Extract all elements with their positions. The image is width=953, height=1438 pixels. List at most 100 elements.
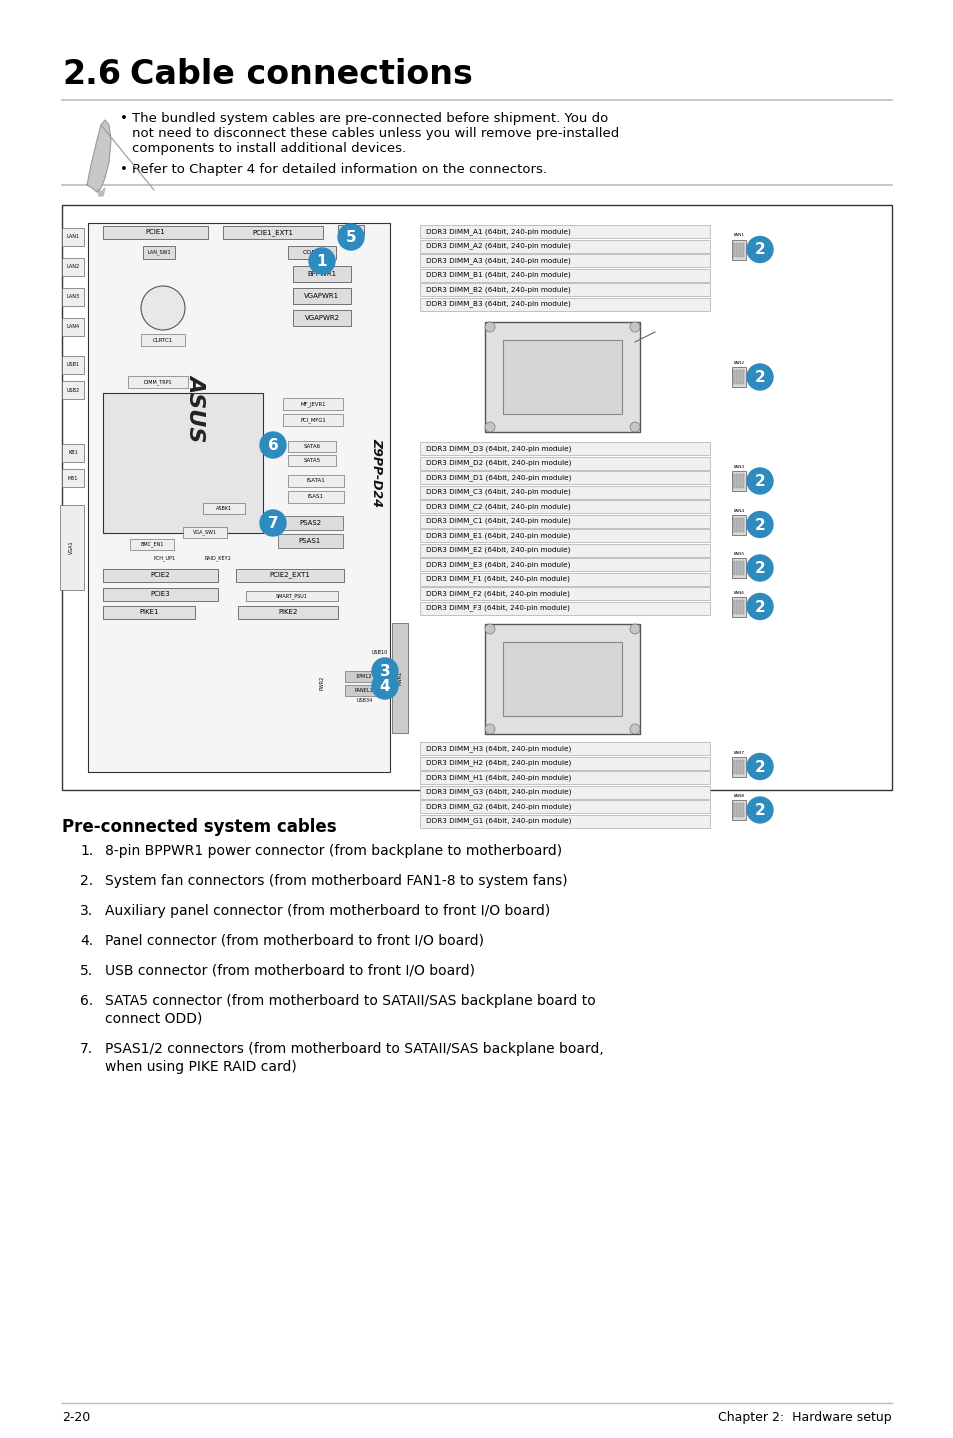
Text: PIKE2: PIKE2	[278, 610, 297, 615]
Text: DDR3 DIMM_B1 (64bit, 240-pin module): DDR3 DIMM_B1 (64bit, 240-pin module)	[426, 272, 570, 279]
Text: VGA_SW1: VGA_SW1	[193, 529, 217, 535]
Text: FAN3: FAN3	[733, 464, 743, 469]
Bar	[419, 601, 709, 614]
Circle shape	[484, 322, 495, 332]
Circle shape	[746, 236, 772, 263]
Text: •: •	[120, 112, 128, 125]
Bar	[62, 381, 84, 398]
Bar	[484, 322, 639, 431]
Polygon shape	[87, 119, 111, 193]
Text: 7.: 7.	[80, 1043, 93, 1055]
Bar	[736, 802, 738, 817]
Text: PSAS2: PSAS2	[298, 521, 321, 526]
Text: LAN2: LAN2	[67, 265, 79, 269]
Text: DDR3 DIMM_B3 (64bit, 240-pin module): DDR3 DIMM_B3 (64bit, 240-pin module)	[426, 301, 570, 308]
Bar	[733, 475, 735, 487]
Text: DDR3 DIMM_C2 (64bit, 240-pin module): DDR3 DIMM_C2 (64bit, 240-pin module)	[426, 503, 570, 510]
Bar	[741, 370, 743, 384]
Bar	[183, 526, 227, 538]
Text: PIKE1: PIKE1	[139, 610, 158, 615]
Text: DDR3 DIMM_B2 (64bit, 240-pin module): DDR3 DIMM_B2 (64bit, 240-pin module)	[426, 286, 570, 293]
Bar	[283, 414, 343, 426]
Text: PWR1: PWR1	[397, 672, 402, 684]
Bar	[62, 206, 891, 789]
Circle shape	[629, 322, 639, 332]
Text: 2: 2	[754, 518, 764, 532]
Circle shape	[260, 510, 286, 536]
Bar	[731, 472, 745, 490]
Bar	[419, 515, 709, 528]
Circle shape	[372, 659, 397, 684]
Bar	[293, 266, 351, 282]
Bar	[731, 515, 745, 535]
Text: PCIE2_EXT1: PCIE2_EXT1	[270, 572, 310, 578]
Text: 6: 6	[268, 439, 278, 453]
Text: components to install additional devices.: components to install additional devices…	[132, 142, 406, 155]
Text: not need to disconnect these cables unless you will remove pre-installed: not need to disconnect these cables unle…	[132, 127, 618, 139]
Text: PCI_MFG1: PCI_MFG1	[300, 417, 326, 423]
Bar	[419, 240, 709, 253]
Text: PCIE3: PCIE3	[150, 591, 170, 597]
Text: 5: 5	[345, 230, 355, 244]
Bar	[419, 800, 709, 812]
Bar	[419, 224, 709, 239]
Bar	[731, 800, 745, 820]
Text: 2: 2	[754, 243, 764, 257]
Bar	[741, 475, 743, 487]
Bar	[288, 475, 344, 487]
Polygon shape	[97, 188, 105, 196]
Bar	[419, 283, 709, 296]
Circle shape	[484, 723, 495, 733]
Bar	[103, 226, 208, 239]
Bar	[736, 475, 738, 487]
Text: ASUS: ASUS	[186, 374, 206, 441]
Circle shape	[629, 421, 639, 431]
Text: 2: 2	[754, 561, 764, 577]
Text: LAN_SW1: LAN_SW1	[147, 249, 171, 255]
Text: 3.: 3.	[80, 905, 93, 917]
Bar	[203, 503, 245, 513]
Bar	[277, 516, 343, 531]
Text: DDR3 DIMM_A2 (64bit, 240-pin module): DDR3 DIMM_A2 (64bit, 240-pin module)	[426, 243, 570, 249]
Text: DDR3 DIMM_G2 (64bit, 240-pin module): DDR3 DIMM_G2 (64bit, 240-pin module)	[426, 804, 571, 810]
Text: DDR3 DIMM_E1 (64bit, 240-pin module): DDR3 DIMM_E1 (64bit, 240-pin module)	[426, 532, 570, 539]
Bar	[733, 802, 735, 817]
Text: SATA5: SATA5	[303, 457, 320, 463]
Text: FAN8: FAN8	[733, 794, 743, 798]
Bar	[419, 558, 709, 571]
Bar	[288, 441, 335, 452]
Text: FAN4: FAN4	[733, 509, 743, 512]
Bar	[62, 469, 84, 487]
Bar	[235, 569, 344, 582]
Text: 8-pin BPPWR1 power connector (from backplane to motherboard): 8-pin BPPWR1 power connector (from backp…	[105, 844, 561, 858]
Text: 3: 3	[379, 664, 390, 679]
Bar	[62, 229, 84, 246]
Text: 2: 2	[754, 802, 764, 818]
Text: PCH_UP1: PCH_UP1	[153, 555, 175, 561]
Text: 2: 2	[754, 600, 764, 614]
Text: FAN7: FAN7	[733, 751, 743, 755]
Text: PSAS1: PSAS1	[298, 538, 321, 544]
Circle shape	[337, 224, 364, 250]
Text: FAN1: FAN1	[733, 233, 743, 237]
Text: VGAPWR1: VGAPWR1	[304, 293, 339, 299]
Circle shape	[629, 624, 639, 634]
Bar	[345, 684, 382, 696]
Text: SMART_PSU1: SMART_PSU1	[275, 592, 308, 598]
Text: PCIE1: PCIE1	[145, 230, 165, 236]
Circle shape	[746, 512, 772, 538]
Text: FAN6: FAN6	[733, 591, 743, 594]
Text: Panel connector (from motherboard to front I/O board): Panel connector (from motherboard to fro…	[105, 935, 483, 948]
Bar	[733, 600, 735, 614]
Bar	[419, 572, 709, 585]
Text: LAN3: LAN3	[67, 295, 79, 299]
Bar	[103, 393, 263, 533]
Text: DDR3 DIMM_C3 (64bit, 240-pin module): DDR3 DIMM_C3 (64bit, 240-pin module)	[426, 489, 570, 495]
Text: ISAS1: ISAS1	[308, 495, 324, 499]
Bar	[733, 561, 735, 575]
Text: DDR3 DIMM_D2 (64bit, 240-pin module): DDR3 DIMM_D2 (64bit, 240-pin module)	[426, 460, 571, 466]
Circle shape	[746, 594, 772, 620]
Bar	[731, 367, 745, 387]
Bar	[419, 771, 709, 784]
Text: 5.: 5.	[80, 963, 93, 978]
